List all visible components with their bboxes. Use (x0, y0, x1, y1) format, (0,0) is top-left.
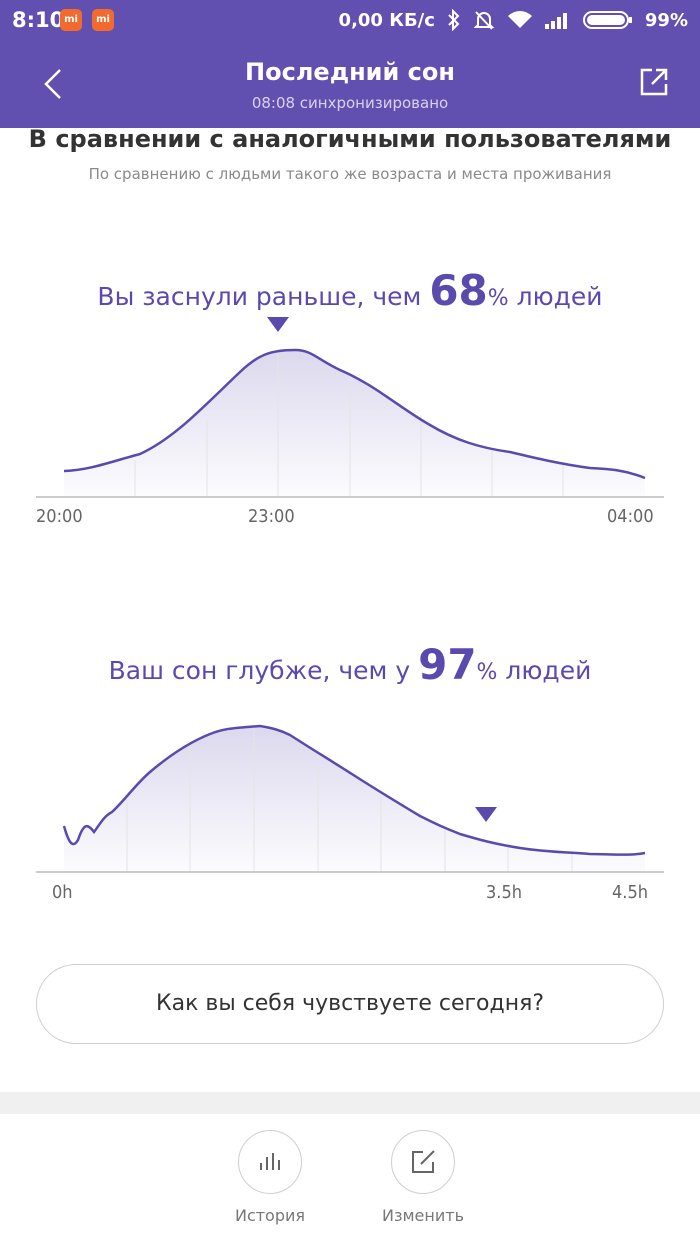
tick-label: 04:00 (607, 506, 654, 527)
your-position-marker (475, 807, 497, 822)
history-label: История (234, 1206, 306, 1225)
network-speed: 0,00 КБ/с (338, 9, 435, 31)
battery-icon (582, 11, 632, 29)
mi-notification-icon: mi (60, 9, 82, 31)
status-bar: 8:10 mi mi 0,00 КБ/с 99% (0, 0, 700, 40)
tick-label: 23:00 (248, 506, 295, 527)
mute-bell-icon (473, 11, 495, 30)
bar-chart-icon (260, 1153, 280, 1170)
comparison-subheading: По сравнению с людьми такого же возраста… (88, 165, 612, 183)
wifi-icon (507, 11, 532, 28)
mi-notification-icon: mi (92, 9, 114, 31)
edit-circle[interactable] (391, 1130, 455, 1194)
edit-icon (412, 1150, 435, 1173)
edit-button[interactable]: Изменить (373, 1130, 473, 1225)
back-arrow-icon[interactable] (38, 64, 68, 104)
signal-icon (544, 13, 567, 29)
grid-lines (134, 350, 564, 496)
distribution-curve (63, 348, 646, 480)
comparison-heading: В сравнении с аналогичными пользователям… (28, 125, 672, 153)
distribution-area (64, 350, 645, 496)
distribution-area (64, 726, 645, 872)
history-button[interactable]: История (220, 1130, 320, 1225)
battery-level: 99% (644, 9, 688, 31)
app-bar: Последний сон 08:08 синхронизировано (0, 40, 700, 128)
edit-label: Изменить (382, 1206, 464, 1225)
sleep-depth-chart (36, 724, 664, 873)
bluetooth-icon (448, 9, 460, 31)
tick-label: 3.5h (486, 882, 523, 903)
history-circle[interactable] (238, 1130, 302, 1194)
grid-lines (126, 726, 573, 872)
page-title: Последний сон (245, 58, 455, 86)
sleep-onset-value: 68 (429, 266, 488, 315)
tick-label: 20:00 (36, 506, 83, 527)
your-position-marker (267, 317, 289, 332)
tick-label: 4.5h (612, 882, 649, 903)
sleep-onset-chart (36, 317, 664, 498)
section-divider (0, 1092, 700, 1114)
clock: 8:10 (12, 8, 65, 32)
sleep-onset-stat: Вы заснули раньше, чем 68% людей (97, 266, 603, 315)
distribution-curve (62, 724, 646, 856)
how-do-you-feel-button[interactable]: Как вы себя чувствуете сегодня? (36, 964, 664, 1044)
sync-status: 08:08 синхронизировано (251, 94, 449, 112)
sleep-depth-value: 97 (418, 640, 477, 689)
sleep-depth-stat: Ваш сон глубже, чем у 97% людей (108, 640, 592, 689)
share-icon[interactable] (638, 66, 670, 98)
tick-label: 0h (52, 882, 73, 903)
